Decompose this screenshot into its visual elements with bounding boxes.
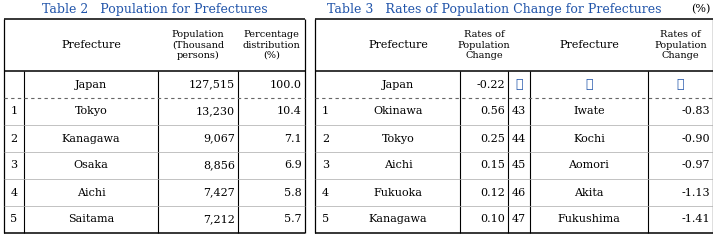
Text: 8,856: 8,856: [203, 161, 235, 170]
Text: ⋮: ⋮: [515, 78, 523, 91]
Text: 5.7: 5.7: [284, 214, 302, 225]
Text: -0.97: -0.97: [682, 161, 710, 170]
Text: Table 3   Rates of Population Change for Prefectures: Table 3 Rates of Population Change for P…: [327, 3, 662, 16]
Text: Kanagawa: Kanagawa: [62, 134, 120, 143]
Text: -1.41: -1.41: [682, 214, 710, 225]
Text: 7,427: 7,427: [203, 187, 235, 198]
Text: 43: 43: [512, 107, 526, 116]
Text: Prefecture: Prefecture: [559, 40, 619, 50]
Text: 2: 2: [11, 134, 18, 143]
Text: Percentage
distribution
(%): Percentage distribution (%): [242, 30, 300, 60]
Text: 4: 4: [322, 187, 329, 198]
Text: Aomori: Aomori: [568, 161, 610, 170]
Text: -0.90: -0.90: [682, 134, 710, 143]
Text: Iwate: Iwate: [573, 107, 605, 116]
Text: 1: 1: [322, 107, 329, 116]
Text: Japan: Japan: [382, 80, 414, 89]
Text: ⋮: ⋮: [677, 78, 684, 91]
Text: 0.10: 0.10: [480, 214, 505, 225]
Text: 4: 4: [11, 187, 18, 198]
Text: Prefecture: Prefecture: [61, 40, 121, 50]
Text: 5: 5: [322, 214, 329, 225]
Text: Population
(Thousand
persons): Population (Thousand persons): [172, 30, 225, 60]
Text: 9,067: 9,067: [203, 134, 235, 143]
Text: 5: 5: [11, 214, 18, 225]
Text: ⋮: ⋮: [585, 78, 593, 91]
Text: 6.9: 6.9: [284, 161, 302, 170]
Text: 10.4: 10.4: [277, 107, 302, 116]
Text: 0.56: 0.56: [480, 107, 505, 116]
Text: Table 2   Population for Prefectures: Table 2 Population for Prefectures: [41, 3, 267, 16]
Text: 2: 2: [322, 134, 329, 143]
Text: Akita: Akita: [574, 187, 604, 198]
Text: Kanagawa: Kanagawa: [369, 214, 427, 225]
Text: Japan: Japan: [75, 80, 107, 89]
Text: -0.83: -0.83: [682, 107, 710, 116]
Text: 1: 1: [11, 107, 18, 116]
Text: 46: 46: [512, 187, 526, 198]
Text: -1.13: -1.13: [682, 187, 710, 198]
Text: Rates of
Population
Change: Rates of Population Change: [458, 30, 511, 60]
Text: Tokyo: Tokyo: [381, 134, 414, 143]
Text: 127,515: 127,515: [189, 80, 235, 89]
Text: Okinawa: Okinawa: [373, 107, 423, 116]
Text: 3: 3: [322, 161, 329, 170]
Text: 0.25: 0.25: [480, 134, 505, 143]
Text: Aichi: Aichi: [384, 161, 412, 170]
Text: 7,212: 7,212: [203, 214, 235, 225]
Text: 5.8: 5.8: [284, 187, 302, 198]
Text: 0.12: 0.12: [480, 187, 505, 198]
Text: Aichi: Aichi: [76, 187, 106, 198]
Text: Tokyo: Tokyo: [75, 107, 108, 116]
Text: Fukuoka: Fukuoka: [374, 187, 423, 198]
Text: Prefecture: Prefecture: [368, 40, 428, 50]
Text: 3: 3: [11, 161, 18, 170]
Text: 47: 47: [512, 214, 526, 225]
Text: 7.1: 7.1: [284, 134, 302, 143]
Text: 100.0: 100.0: [270, 80, 302, 89]
Text: -0.22: -0.22: [476, 80, 505, 89]
Text: 0.15: 0.15: [480, 161, 505, 170]
Text: Rates of
Population
Change: Rates of Population Change: [655, 30, 707, 60]
Text: (%): (%): [692, 4, 711, 15]
Text: 45: 45: [512, 161, 526, 170]
Text: 44: 44: [512, 134, 526, 143]
Text: Saitama: Saitama: [68, 214, 114, 225]
Text: Osaka: Osaka: [73, 161, 108, 170]
Text: Fukushima: Fukushima: [558, 214, 620, 225]
Text: Kochi: Kochi: [573, 134, 605, 143]
Text: 13,230: 13,230: [196, 107, 235, 116]
